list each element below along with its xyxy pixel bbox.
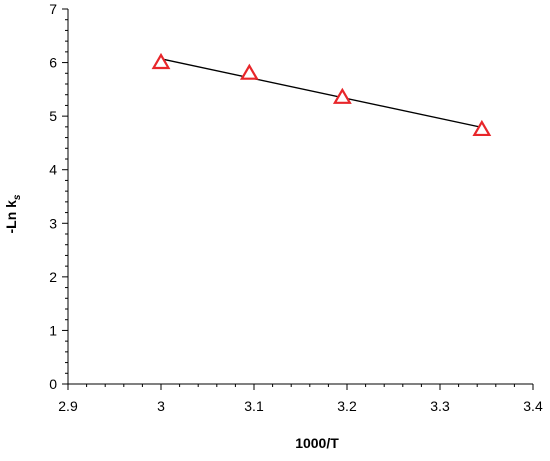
trendline — [160, 58, 482, 129]
x-tick-label: 3 — [157, 398, 165, 414]
x-tick-label: 3.4 — [523, 398, 543, 414]
data-point — [151, 52, 171, 70]
y-tick-label: 3 — [49, 215, 57, 231]
y-tick-label: 5 — [49, 108, 57, 124]
y-tick-label: 2 — [49, 269, 57, 285]
y-tick-label: 4 — [49, 162, 57, 178]
data-points — [151, 52, 492, 137]
x-axis-ticks: 2.9 3 3.1 3.2 3.3 3.4 — [58, 384, 543, 414]
x-tick-label: 2.9 — [58, 398, 78, 414]
y-tick-label: 7 — [49, 1, 57, 17]
x-tick-label: 3.1 — [244, 398, 264, 414]
x-tick-label: 3.3 — [430, 398, 450, 414]
y-axis-title: -Ln ks — [3, 194, 23, 233]
y-tick-label: 1 — [49, 322, 57, 338]
data-point — [332, 87, 352, 104]
trendline-layer — [160, 58, 482, 129]
plot-area — [67, 9, 533, 385]
y-tick-label: 0 — [49, 376, 57, 392]
y-axis-ticks: 0 1 2 3 4 5 6 7 — [49, 1, 68, 392]
y-axis-title-main: -Ln k — [3, 200, 19, 234]
y-tick-label: 6 — [49, 55, 57, 71]
x-axis-title: 1000/T — [295, 435, 339, 451]
x-tick-label: 3.2 — [337, 398, 357, 414]
data-point — [239, 63, 259, 80]
y-axis-title-subscript: s — [12, 194, 23, 200]
data-point — [472, 119, 492, 137]
